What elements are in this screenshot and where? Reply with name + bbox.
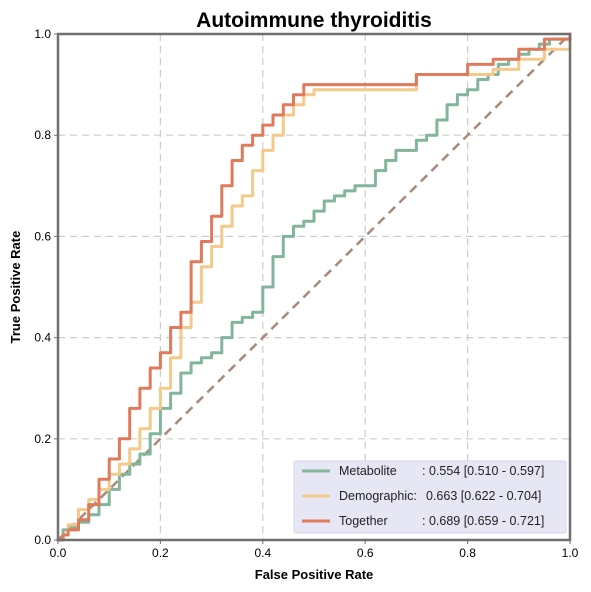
chart-title: Autoimmune thyroiditis xyxy=(196,9,432,32)
x-axis-label: False Positive Rate xyxy=(255,567,374,582)
x-tick-label-0-8: 0.8 xyxy=(459,546,476,560)
y-tick-label-0-2: 0.2 xyxy=(34,432,51,446)
y-tick-label-0-4: 0.4 xyxy=(34,331,51,345)
legend-value-metabolite: : 0.554 [0.510 - 0.597] xyxy=(422,464,544,478)
legend-label-demographic: Demographic: xyxy=(339,489,417,503)
plot-frame xyxy=(56,32,572,542)
series-line-metabolite xyxy=(56,32,572,542)
legend: Metabolite : 0.554 [0.510 - 0.597] Demog… xyxy=(293,460,567,534)
y-axis-ticks: 0.0 0.2 0.4 0.6 0.8 1.0 xyxy=(34,27,58,547)
x-tick-label-0-2: 0.2 xyxy=(152,546,169,560)
series-lines xyxy=(56,32,572,542)
x-tick-label-1-0: 1.0 xyxy=(562,546,579,560)
series-line-together xyxy=(56,32,572,542)
y-tick-label-0-0: 0.0 xyxy=(34,533,51,547)
legend-box xyxy=(293,460,567,534)
y-tick-label-1-0: 1.0 xyxy=(34,27,51,41)
y-tick-label-0-6: 0.6 xyxy=(34,229,51,243)
series-line-demographic xyxy=(56,37,572,542)
legend-label-together: Together xyxy=(339,514,388,528)
x-axis-ticks: 0.0 0.2 0.4 0.6 0.8 1.0 xyxy=(50,540,579,560)
x-tick-label-0-0: 0.0 xyxy=(50,546,67,560)
legend-label-metabolite: Metabolite xyxy=(339,464,397,478)
x-tick-label-0-6: 0.6 xyxy=(357,546,374,560)
legend-value-demographic: 0.663 [0.622 - 0.704] xyxy=(426,489,541,503)
y-tick-label-0-8: 0.8 xyxy=(34,128,51,142)
legend-value-together: : 0.689 [0.659 - 0.721] xyxy=(422,514,544,528)
y-axis-label: True Positive Rate xyxy=(8,231,23,344)
x-tick-label-0-4: 0.4 xyxy=(254,546,271,560)
